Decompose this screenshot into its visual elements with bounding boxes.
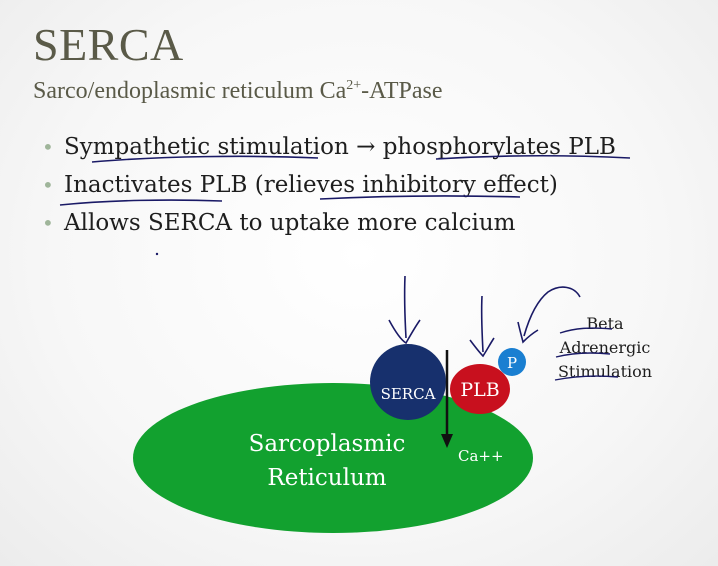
hand-arrowhead-serca-icon (388, 319, 421, 345)
annotation-line2: Adrenergic (559, 338, 651, 357)
subtitle-prefix: Sarco/endoplasmic reticulum Ca (33, 78, 347, 104)
slide-subtitle: Sarco/endoplasmic reticulum Ca2+-ATPase (33, 78, 442, 105)
hand-arrowhead-plb-icon (469, 337, 495, 358)
annotation-line3: Stimulation (558, 362, 652, 381)
serca-label: SERCA (381, 385, 436, 403)
slide-title: SERCA (33, 19, 184, 70)
hand-arrow-plb (480, 295, 484, 353)
phosphate-label: P (507, 354, 517, 372)
bullet-text: Allows SERCA to uptake more calcium (64, 210, 516, 236)
reticulum-label-line1: Sarcoplasmic (249, 431, 406, 457)
stray-dot (155, 252, 159, 256)
serca-pump (370, 344, 446, 420)
bullet-dot-icon: • (42, 173, 54, 197)
reticulum-label-line2: Reticulum (267, 465, 386, 491)
underline-beta (559, 327, 613, 334)
bullet-text: Inactivates PLB (relieves inhibitory eff… (64, 172, 558, 198)
underline-phosphorylates (435, 155, 631, 160)
bullet-item: • Allows SERCA to uptake more calcium (42, 206, 616, 244)
bullet-dot-icon: • (42, 135, 54, 159)
underline-inactivates (59, 199, 223, 206)
underline-stimulation (554, 375, 619, 381)
annotation-line1: Beta (586, 314, 624, 333)
plb-protein (450, 364, 510, 414)
hand-arrow-beta (523, 286, 581, 337)
hand-arrow-serca (403, 275, 407, 339)
bullet-item: • Inactivates PLB (relieves inhibitory ef… (42, 168, 616, 206)
underline-inhibitory (319, 195, 521, 200)
sarcoplasmic-reticulum-shape (133, 383, 533, 533)
underline-adrenergic (555, 352, 611, 358)
calcium-label: Ca++ (458, 447, 504, 465)
subtitle-superscript: 2+ (346, 78, 362, 93)
phosphate-group (498, 348, 526, 376)
calcium-arrowhead-icon (441, 434, 453, 448)
underline-sympathetic (91, 155, 319, 163)
bullet-dot-icon: • (42, 211, 54, 235)
hand-arrowhead-beta-icon (517, 321, 539, 344)
plb-label: PLB (460, 379, 499, 401)
subtitle-suffix: -ATPase (361, 78, 443, 104)
